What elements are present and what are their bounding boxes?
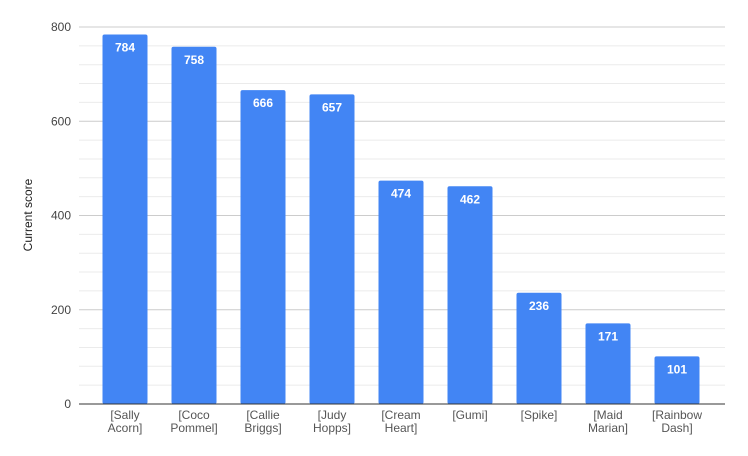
data-label: 758 — [184, 53, 204, 67]
x-tick-label: [Sally Acorn] — [108, 408, 143, 435]
data-label: 657 — [322, 100, 342, 114]
y-tick-label: 0 — [64, 397, 71, 411]
bar — [240, 90, 286, 405]
data-label: 101 — [667, 362, 687, 376]
y-tick-label: 800 — [51, 20, 71, 34]
bar — [585, 323, 631, 404]
x-tick-label: [Spike] — [521, 408, 558, 422]
x-tick-label: [Coco Pommel] — [170, 408, 217, 435]
bar — [516, 292, 562, 404]
data-label: 462 — [460, 192, 480, 206]
x-tick-label: [Callie Briggs] — [244, 408, 281, 435]
data-label: 666 — [253, 96, 273, 110]
y-tick-label: 400 — [51, 209, 71, 223]
y-tick-label: 200 — [51, 303, 71, 317]
y-tick-label: 600 — [51, 114, 71, 128]
bar — [171, 46, 217, 404]
bar — [378, 180, 424, 404]
x-tick-label: [Judy Hopps] — [313, 408, 351, 435]
data-label: 171 — [598, 329, 618, 343]
x-tick-label: [Cream Heart] — [381, 408, 420, 435]
data-label: 236 — [529, 299, 549, 313]
x-tick-label: [Maid Marian] — [588, 408, 628, 435]
y-axis-title: Current score — [21, 178, 35, 251]
bar — [447, 186, 493, 404]
x-tick-label: [Rainbow Dash] — [652, 408, 702, 435]
bar — [102, 34, 148, 404]
bar — [309, 94, 355, 405]
data-label: 474 — [391, 187, 411, 201]
x-tick-label: [Gumi] — [452, 408, 487, 422]
bar — [654, 356, 700, 404]
data-label: 784 — [115, 41, 135, 55]
